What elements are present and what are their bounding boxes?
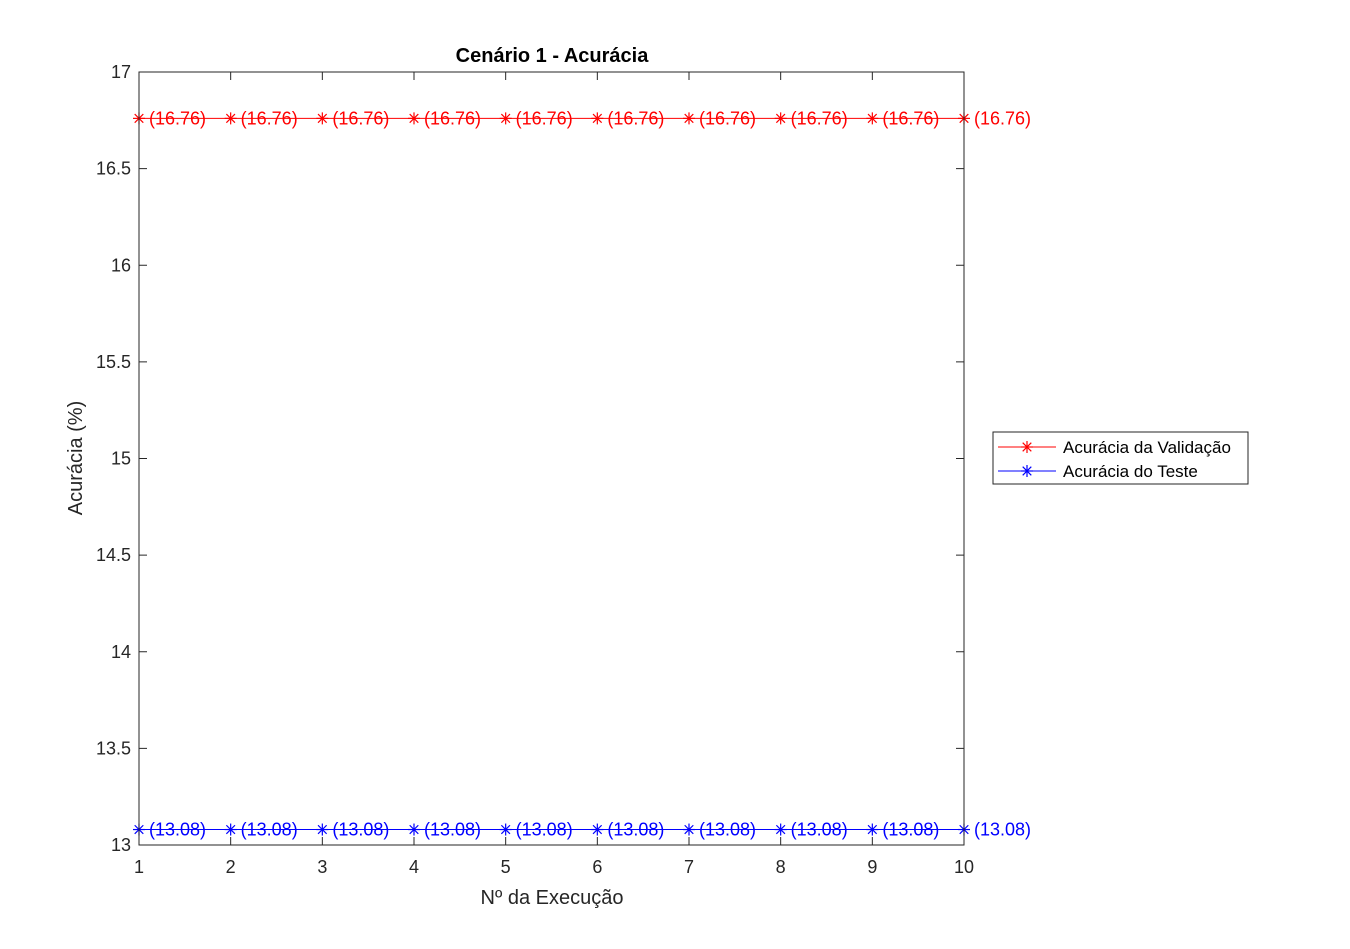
y-tick-label: 13.5 [96, 738, 131, 758]
data-label: (13.08) [241, 820, 298, 840]
data-point [499, 112, 512, 125]
x-tick-label: 9 [867, 857, 877, 877]
legend-box [992, 431, 1249, 485]
x-tick-label: 4 [409, 857, 419, 877]
y-tick-label: 16.5 [96, 159, 131, 179]
data-point [316, 823, 329, 836]
series-layer: (16.76) (16.76) (16.76) (16.76) (16.76) (16.7… [133, 108, 1031, 840]
series-1: (16.76) (16.76) (16.76) (16.76) (16.76) (16.7… [133, 108, 1031, 128]
y-tick-label: 14.5 [96, 545, 131, 565]
x-axis-title: Nº da Execução [481, 887, 624, 909]
data-label: (13.08) [882, 820, 939, 840]
data-label: (13.08) [699, 820, 756, 840]
legend-item: Acurácia do Teste [998, 462, 1198, 481]
x-tick-label: 1 [134, 857, 144, 877]
data-point [591, 112, 604, 125]
y-tick-label: 14 [111, 642, 131, 662]
data-label: (13.08) [974, 820, 1031, 840]
data-label: (13.08) [516, 820, 573, 840]
legend-item: Acurácia da Validação [998, 438, 1231, 457]
data-label: (16.76) [516, 108, 573, 128]
y-tick-label: 15 [111, 449, 131, 469]
data-point [774, 112, 787, 125]
x-tick-label: 8 [776, 857, 786, 877]
data-label: (16.76) [332, 108, 389, 128]
data-label: (16.76) [607, 108, 664, 128]
data-point [316, 112, 329, 125]
plot-frame [138, 71, 965, 846]
data-label: (16.76) [699, 108, 756, 128]
legend-marker [1021, 441, 1033, 453]
data-point [683, 112, 695, 125]
data-point [774, 823, 787, 836]
data-label: (16.76) [882, 108, 939, 128]
data-label: (16.76) [791, 108, 848, 128]
legend: Acurácia da Validação Acurácia do Teste [992, 431, 1249, 485]
data-label: (16.76) [149, 108, 206, 128]
y-tick-label: 17 [111, 62, 131, 82]
data-point [408, 823, 420, 836]
y-axis-title: Acurácia (%) [65, 401, 87, 515]
y-tick-label: 15.5 [96, 352, 131, 372]
data-label: (16.76) [241, 108, 298, 128]
x-tick-label: 7 [684, 857, 694, 877]
y-tick-label: 16 [111, 255, 131, 275]
data-point [866, 112, 879, 125]
data-label: (13.08) [791, 820, 848, 840]
plot-area [139, 72, 964, 845]
data-point [499, 823, 512, 836]
data-point [224, 112, 237, 125]
data-point [591, 823, 604, 836]
data-label: (13.08) [424, 820, 481, 840]
series-2: (13.08) (13.08) (13.08) (13.08) (13.08) (13.0… [133, 820, 1031, 840]
data-point [408, 112, 420, 125]
data-label: (13.08) [149, 820, 206, 840]
y-tick-label: 13 [111, 835, 131, 855]
x-tick-label: 3 [317, 857, 327, 877]
data-label: (16.76) [974, 108, 1031, 128]
data-label: (13.08) [332, 820, 389, 840]
data-label: (16.76) [424, 108, 481, 128]
data-label: (13.08) [607, 820, 664, 840]
data-point [224, 823, 237, 836]
data-point [866, 823, 879, 836]
legend-label: Acurácia da Validação [1063, 438, 1231, 457]
data-point [683, 823, 695, 836]
legend-label: Acurácia do Teste [1063, 462, 1198, 481]
x-tick-label: 5 [501, 857, 511, 877]
x-tick-label: 6 [592, 857, 602, 877]
x-tick-label: 2 [226, 857, 236, 877]
x-tick-label: 10 [954, 857, 974, 877]
legend-marker [1021, 465, 1033, 477]
chart-title: Cenário 1 - Acurácia [456, 45, 650, 67]
